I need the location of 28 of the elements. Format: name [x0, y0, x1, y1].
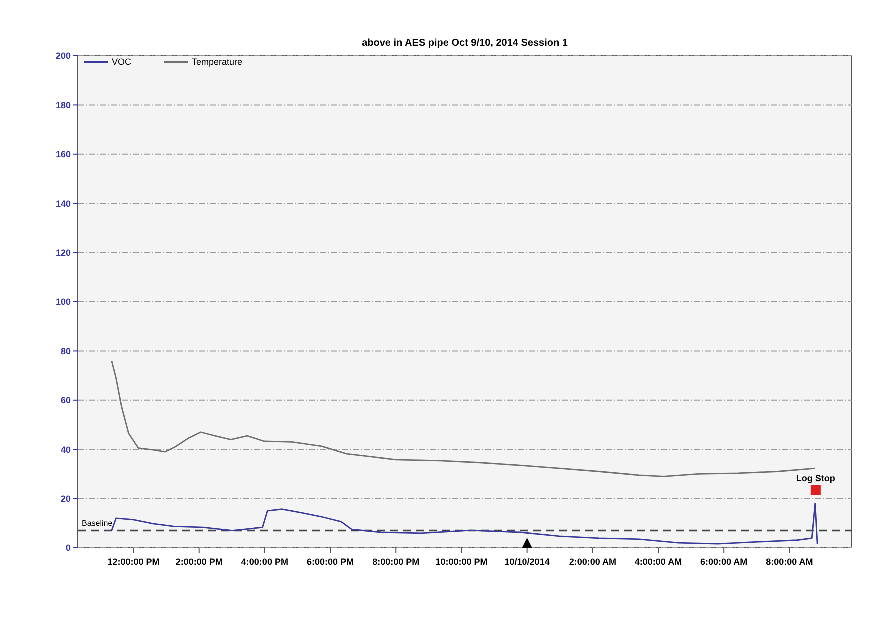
- y-tick-label: 180: [56, 100, 71, 110]
- x-tick-label: 6:00:00 AM: [700, 557, 748, 567]
- chart-title: above in AES pipe Oct 9/10, 2014 Session 1: [362, 38, 568, 49]
- y-tick-label: 80: [60, 346, 71, 356]
- y-tick-label: 120: [56, 248, 71, 258]
- legend-label: Temperature: [192, 57, 243, 68]
- x-tick-label: 2:00:00 AM: [569, 557, 616, 567]
- x-tick-label: 8:00:00 PM: [372, 557, 420, 567]
- x-tick-label: 10:00:00 PM: [436, 557, 488, 567]
- y-tick-label: 0: [66, 543, 71, 554]
- legend-label: VOC: [112, 57, 132, 68]
- y-tick-label: 60: [60, 396, 71, 406]
- x-tick-label: 12:00:00 PM: [108, 557, 160, 567]
- y-tick-label: 160: [56, 150, 71, 160]
- x-tick-label: 6:00:00 PM: [307, 557, 354, 567]
- x-tick-label: 4:00:00 PM: [241, 557, 288, 567]
- annotation: Log Stop: [796, 473, 836, 484]
- ref-line-label: Baseline: [82, 518, 114, 528]
- line-series: [111, 503, 818, 545]
- x-tick-label: 8:00:00 AM: [766, 557, 814, 567]
- y-tick-label: 200: [56, 51, 71, 62]
- y-tick-label: 40: [60, 444, 71, 455]
- x-tick-label: 10/10/2014: [504, 557, 550, 567]
- x-tick-label: 2:00:00 PM: [176, 557, 223, 567]
- y-tick-label: 20: [60, 494, 71, 504]
- y-tick-label: 100: [56, 297, 71, 308]
- x-tick-label: 4:00:00 AM: [634, 557, 682, 567]
- y-tick-label: 140: [56, 198, 71, 209]
